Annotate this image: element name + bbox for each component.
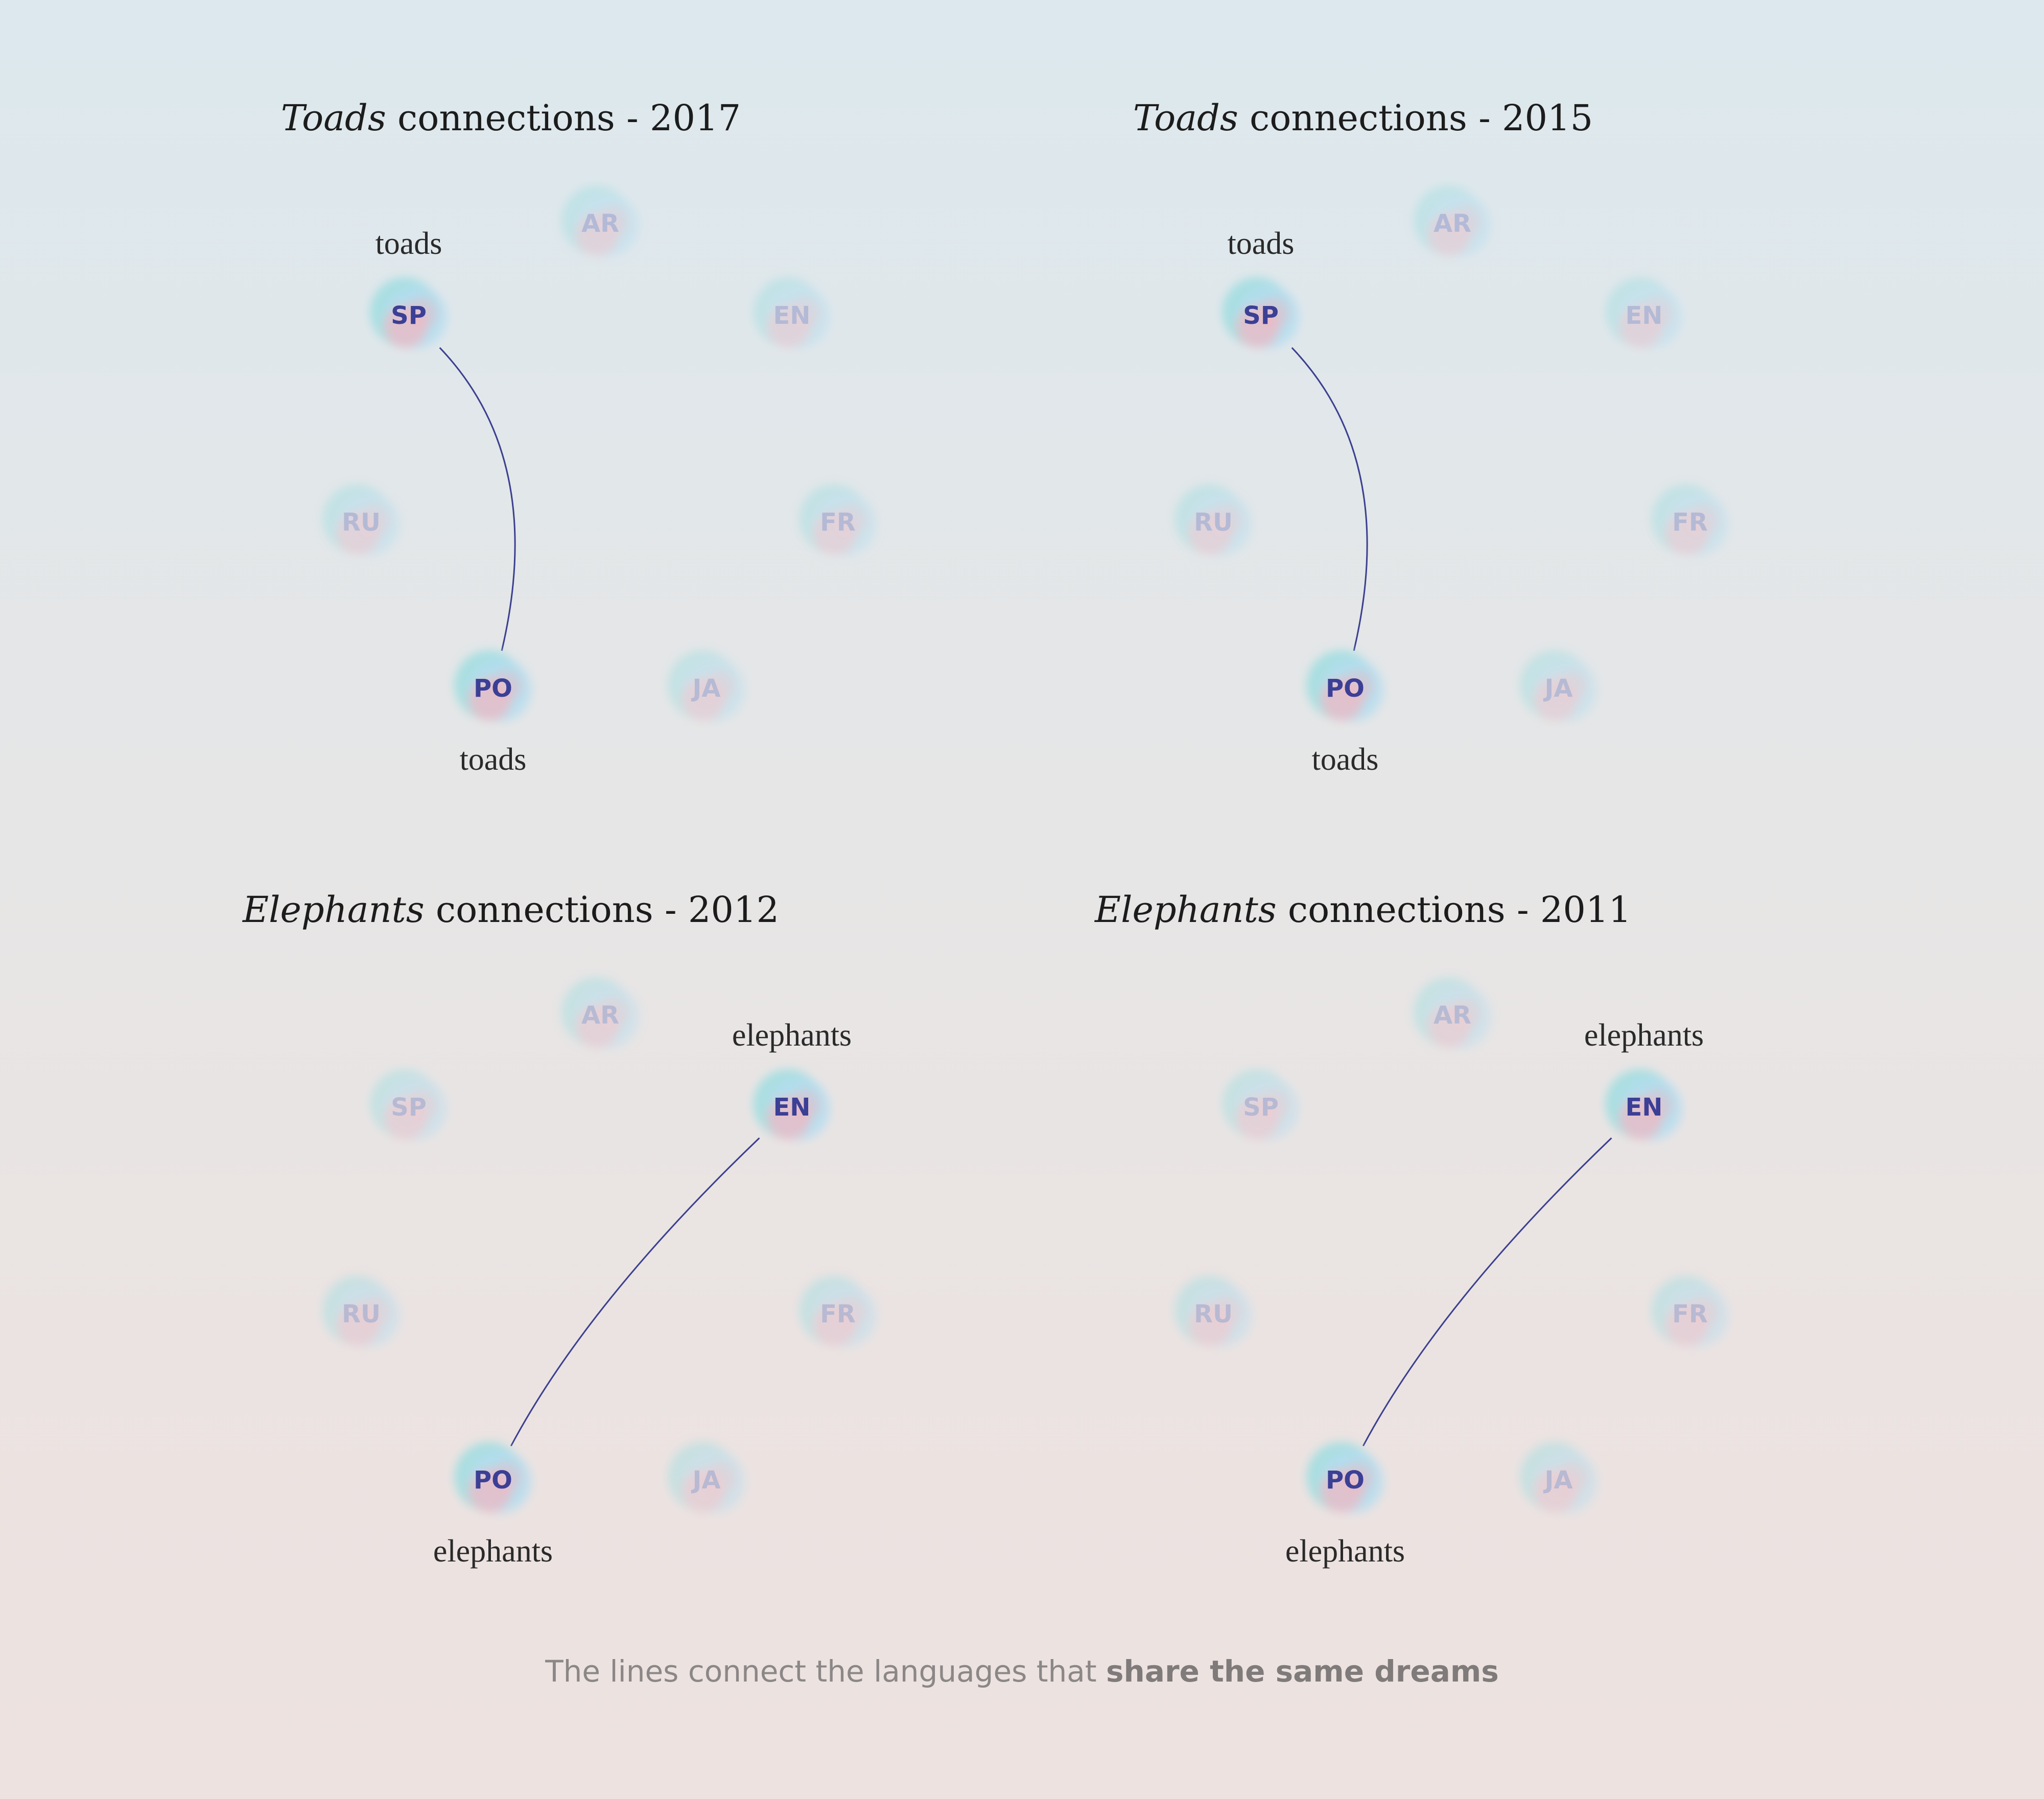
panel-title-rest: connections - 2017	[386, 97, 741, 139]
language-code-label: JA	[691, 1466, 720, 1495]
panel-title-subject: Elephants	[1094, 889, 1277, 931]
caption-emphasis: share the same dreams	[1106, 1654, 1499, 1689]
language-code-label: FR	[1672, 1300, 1708, 1329]
language-node-fr: FR	[799, 1276, 877, 1347]
shared-word-label-po: elephants	[433, 1534, 553, 1569]
shared-word-label-po: elephants	[1285, 1534, 1405, 1569]
language-node-fr: FR	[1651, 484, 1729, 556]
panel-title-subject: Toads	[1133, 97, 1238, 139]
language-code-label: PO	[474, 1466, 512, 1495]
language-node-ru: RU	[1174, 1276, 1252, 1347]
language-code-label: AR	[581, 209, 619, 238]
language-code-label: PO	[1326, 674, 1365, 703]
connection-line-en-po	[510, 1137, 760, 1447]
language-node-en: EN	[1605, 1069, 1683, 1141]
shared-word-label-sp: toads	[375, 226, 442, 261]
language-node-sp: SP	[1222, 277, 1300, 349]
panel-title-rest: connections - 2011	[1276, 889, 1632, 931]
network-diagram: AR EN FR JA PO RU SP toads toads	[1174, 185, 1729, 777]
language-node-ru: RU	[322, 484, 400, 556]
language-node-ja: JA	[1520, 650, 1597, 722]
language-code-label: EN	[1626, 301, 1663, 330]
language-node-po: PO	[1306, 1442, 1384, 1513]
language-node-fr: FR	[1651, 1276, 1729, 1347]
language-node-ja: JA	[1520, 1442, 1597, 1513]
panel-title: Toads connections - 2017	[0, 97, 1022, 139]
language-node-ru: RU	[322, 1276, 400, 1347]
language-code-label: FR	[820, 1300, 856, 1329]
connection-line-sp-po	[1291, 347, 1368, 651]
language-code-label: JA	[1543, 674, 1572, 703]
language-code-label: PO	[474, 674, 512, 703]
language-code-label: RU	[342, 508, 381, 537]
language-code-label: SP	[1243, 1093, 1279, 1122]
language-code-label: JA	[1543, 1466, 1572, 1495]
language-code-label: FR	[1672, 508, 1708, 537]
language-node-ja: JA	[668, 1442, 745, 1513]
language-code-label: AR	[581, 1001, 619, 1030]
shared-word-label-po: toads	[460, 742, 527, 777]
language-code-label: SP	[391, 301, 427, 330]
network-panel: AR EN FR JA PO RU SP elephants elephants Elephant…	[0, 792, 1022, 1583]
panel-title: Elephants connections - 2012	[0, 889, 1022, 931]
network-diagram: AR EN FR JA PO RU SP toads toads	[322, 185, 877, 777]
language-code-label: PO	[1326, 1466, 1365, 1495]
language-code-label: EN	[773, 301, 811, 330]
language-node-ar: AR	[561, 185, 639, 257]
shared-word-label-en: elephants	[732, 1018, 852, 1053]
language-node-ar: AR	[1414, 185, 1491, 257]
language-node-en: EN	[753, 1069, 831, 1141]
language-node-fr: FR	[799, 484, 877, 556]
network-panel: AR EN FR JA PO RU SP toads toads Toads connection…	[852, 0, 1874, 792]
language-code-label: RU	[342, 1300, 381, 1329]
language-code-label: SP	[1243, 301, 1279, 330]
panel-title-rest: connections - 2015	[1238, 97, 1593, 139]
language-node-po: PO	[1306, 650, 1384, 722]
panel-title-subject: Toads	[280, 97, 386, 139]
network-panel: AR EN FR JA PO RU SP elephants elephants Elephant…	[852, 792, 1874, 1583]
shared-word-label-en: elephants	[1584, 1018, 1704, 1053]
language-node-ar: AR	[1414, 977, 1491, 1049]
language-code-label: SP	[391, 1093, 427, 1122]
panel-title-subject: Elephants	[242, 889, 425, 931]
connection-line-sp-po	[439, 347, 516, 651]
language-node-sp: SP	[1222, 1069, 1300, 1141]
language-node-ar: AR	[561, 977, 639, 1049]
language-node-ja: JA	[668, 650, 745, 722]
language-node-ru: RU	[1174, 484, 1252, 556]
caption: The lines connect the languages that sha…	[0, 1654, 2044, 1689]
connection-line-en-po	[1362, 1137, 1612, 1447]
language-node-sp: SP	[370, 1069, 448, 1141]
language-code-label: EN	[1626, 1093, 1663, 1122]
language-node-po: PO	[454, 1442, 532, 1513]
network-diagram: AR EN FR JA PO RU SP elephants elephants	[1174, 977, 1729, 1569]
language-code-label: AR	[1434, 209, 1471, 238]
language-code-label: AR	[1434, 1001, 1471, 1030]
panel-title: Elephants connections - 2011	[852, 889, 1874, 931]
shared-word-label-sp: toads	[1228, 226, 1295, 261]
language-code-label: JA	[691, 674, 720, 703]
panel-title: Toads connections - 2015	[852, 97, 1874, 139]
shared-word-label-po: toads	[1312, 742, 1379, 777]
caption-text: The lines connect the languages that	[545, 1654, 1106, 1689]
language-node-en: EN	[1605, 277, 1683, 349]
network-diagram: AR EN FR JA PO RU SP elephants elephants	[322, 977, 877, 1569]
language-node-sp: SP	[370, 277, 448, 349]
language-code-label: RU	[1194, 1300, 1233, 1329]
language-node-po: PO	[454, 650, 532, 722]
panel-title-rest: connections - 2012	[424, 889, 780, 931]
network-panel: AR EN FR JA PO RU SP toads toads Toads connection…	[0, 0, 1022, 792]
language-code-label: FR	[820, 508, 856, 537]
language-code-label: RU	[1194, 508, 1233, 537]
language-code-label: EN	[773, 1093, 811, 1122]
language-node-en: EN	[753, 277, 831, 349]
